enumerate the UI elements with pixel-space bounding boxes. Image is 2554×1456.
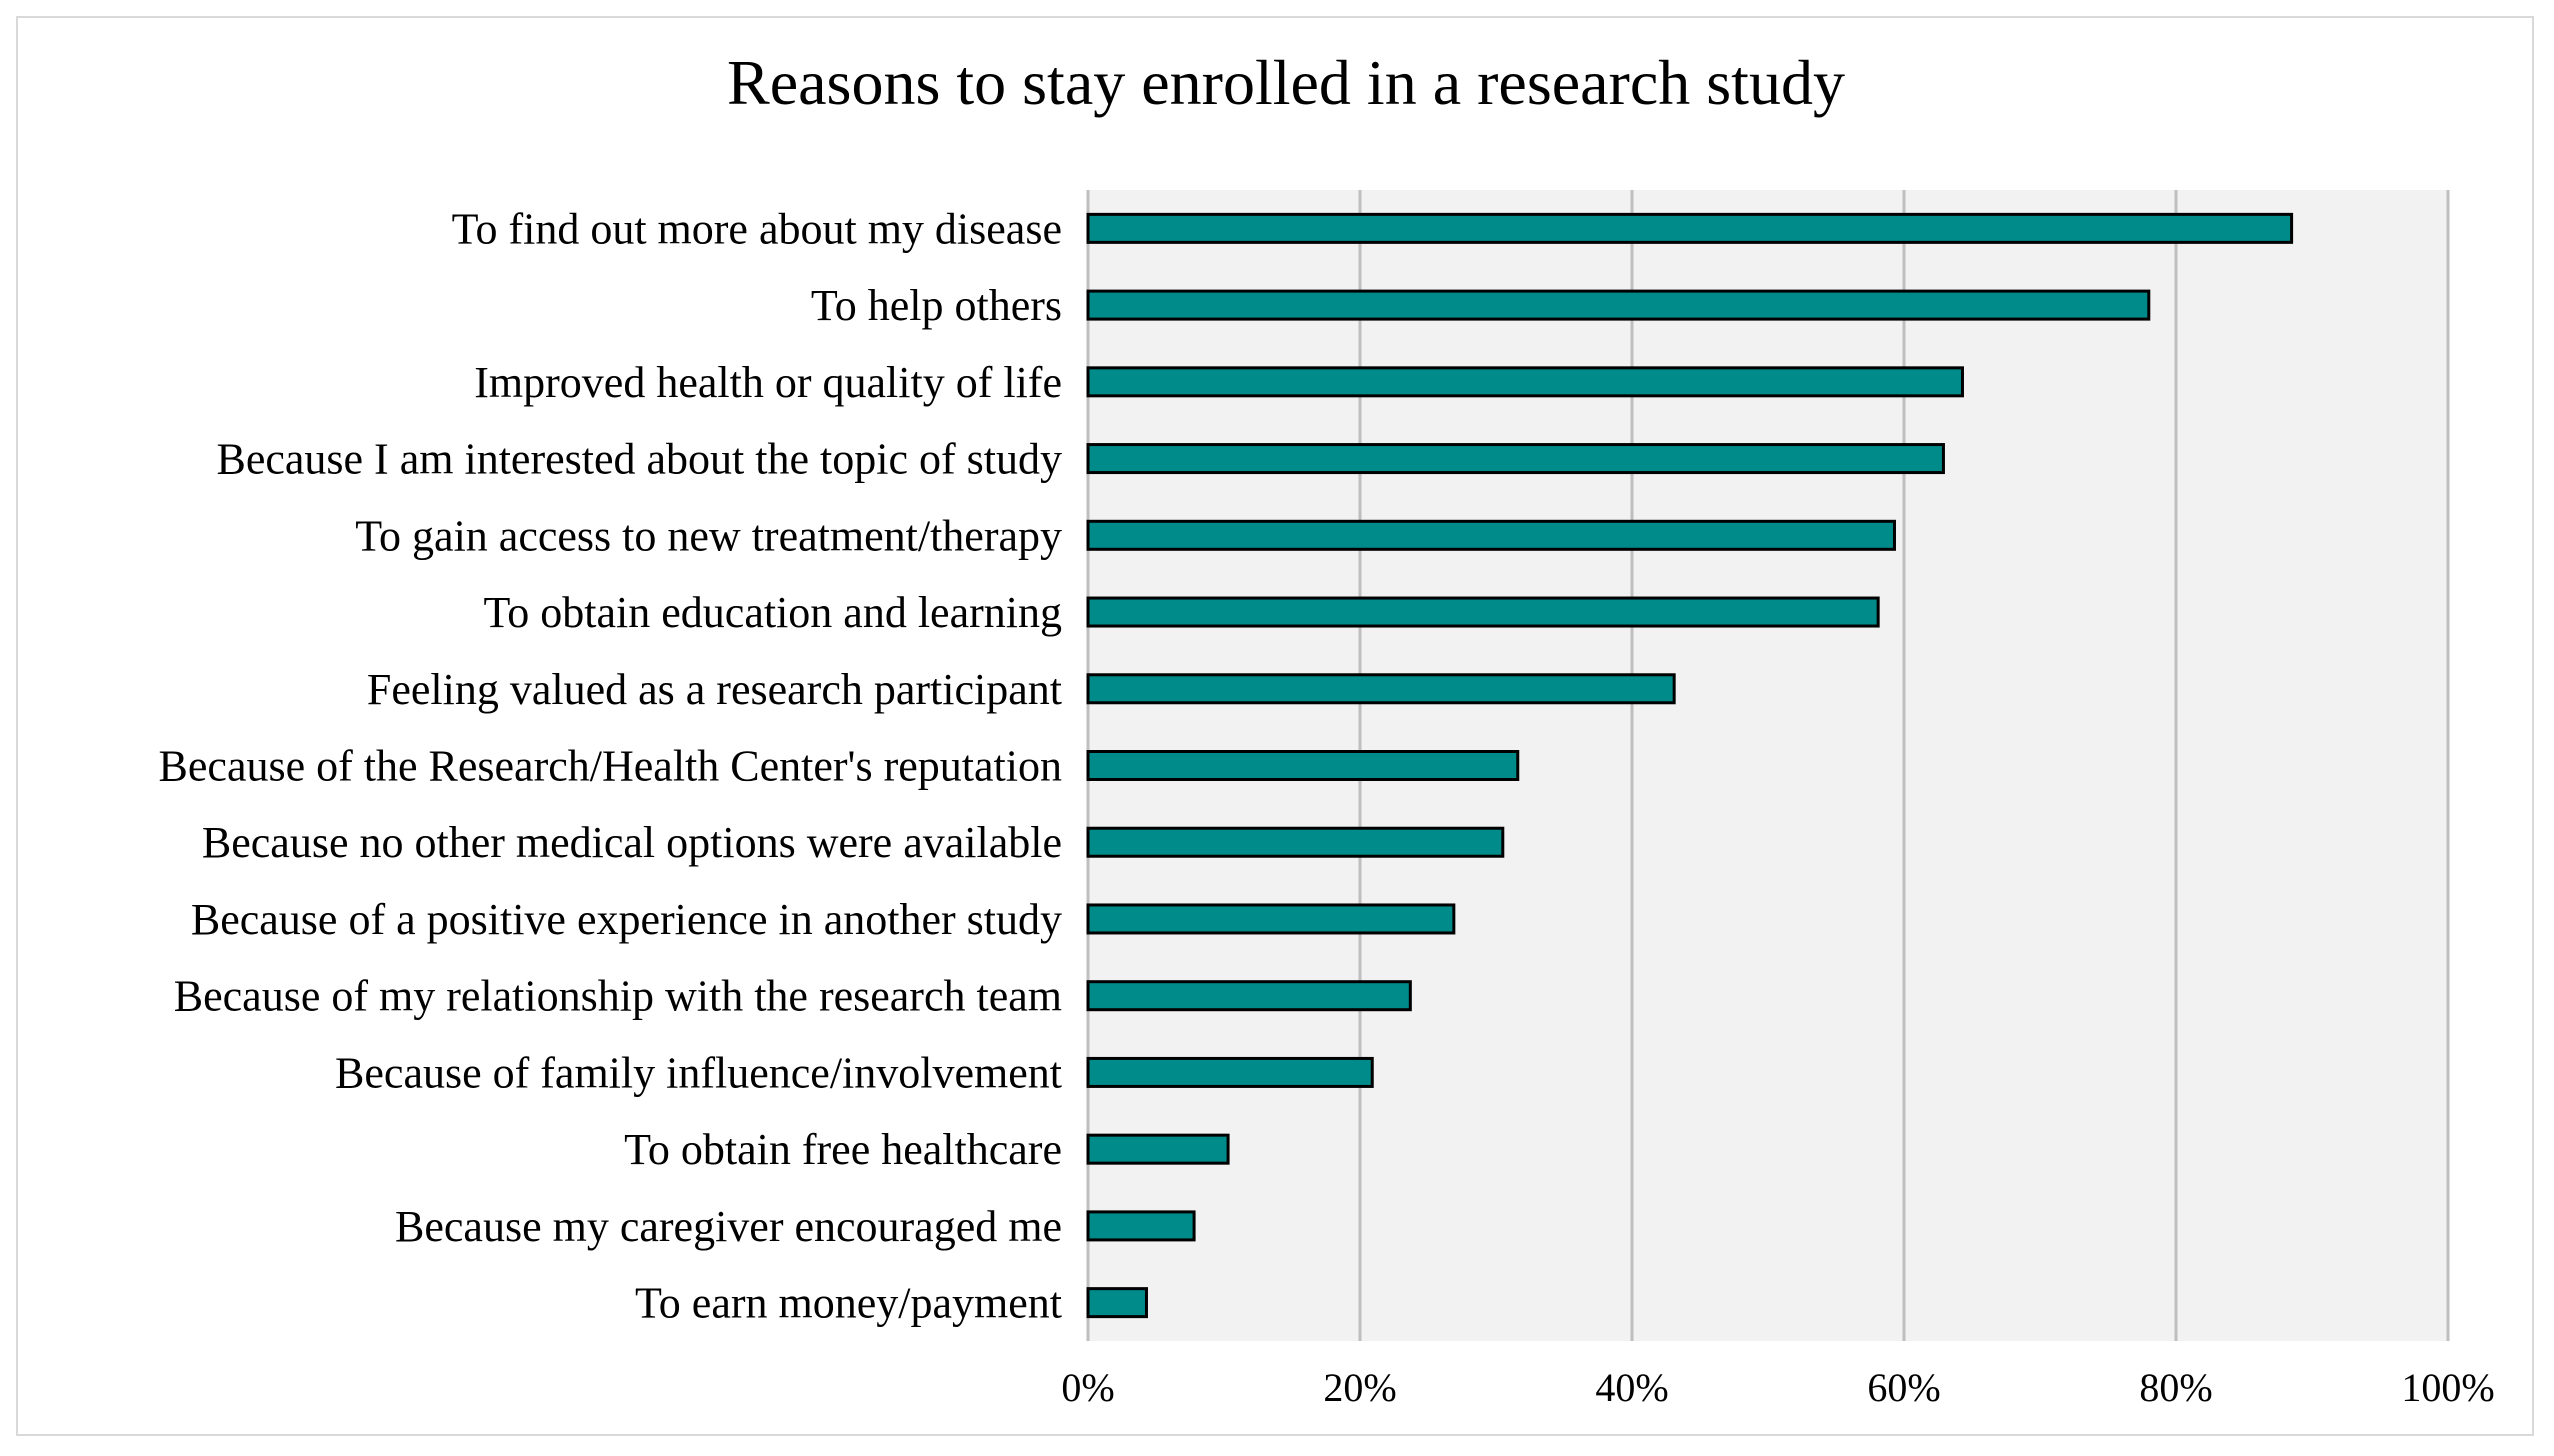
x-tick-label: 80% xyxy=(2139,1365,2212,1410)
x-tick-label: 40% xyxy=(1595,1365,1668,1410)
chart-title: Reasons to stay enrolled in a research s… xyxy=(727,47,1845,118)
category-labels: To find out more about my disease To help… xyxy=(159,204,1062,1327)
bar-chart: Reasons to stay enrolled in a research s… xyxy=(159,47,2495,1410)
category-label: Feeling valued as a research participant xyxy=(367,665,1062,714)
category-label: To obtain free healthcare xyxy=(624,1125,1062,1174)
x-tick-label: 60% xyxy=(1867,1365,1940,1410)
category-label: Because of a positive experience in anot… xyxy=(191,895,1062,944)
bar xyxy=(1086,1287,1148,1319)
bar xyxy=(1086,673,1676,705)
bar xyxy=(1086,596,1880,628)
category-label: Because of the Research/Health Center's … xyxy=(159,742,1062,791)
category-label: Because of family influence/involvement xyxy=(335,1048,1062,1097)
category-label: Because my caregiver encouraged me xyxy=(395,1202,1062,1251)
x-tick-label: 20% xyxy=(1323,1365,1396,1410)
bar xyxy=(1086,1210,1196,1242)
x-tick-label: 0% xyxy=(1061,1365,1114,1410)
category-label: To earn money/payment xyxy=(635,1279,1062,1328)
category-label: Because of my relationship with the rese… xyxy=(174,972,1062,1021)
category-label: To obtain education and learning xyxy=(483,588,1062,637)
x-tick-label: 100% xyxy=(2401,1365,2494,1410)
x-axis-ticks: 0% 20% 40% 60% 80% 100% xyxy=(1061,1365,2494,1410)
category-label: To find out more about my disease xyxy=(452,204,1062,253)
bar xyxy=(1086,1056,1374,1088)
bar xyxy=(1086,980,1412,1012)
category-label: Because I am interested about the topic … xyxy=(216,435,1062,484)
bar xyxy=(1086,519,1896,551)
category-label: Improved health or quality of life xyxy=(474,358,1062,407)
bar xyxy=(1086,366,1964,398)
bar xyxy=(1086,750,1520,781)
bars xyxy=(1086,212,2294,1319)
category-label: To help others xyxy=(811,281,1062,330)
bar xyxy=(1086,1133,1230,1165)
bar xyxy=(1086,826,1505,858)
bar xyxy=(1086,212,2294,244)
bar xyxy=(1086,903,1456,935)
bar xyxy=(1086,443,1945,475)
bar xyxy=(1086,289,2151,321)
category-label: To gain access to new treatment/therapy xyxy=(355,511,1062,560)
chart-frame: Reasons to stay enrolled in a research s… xyxy=(16,16,2534,1436)
category-label: Because no other medical options were av… xyxy=(202,818,1062,867)
